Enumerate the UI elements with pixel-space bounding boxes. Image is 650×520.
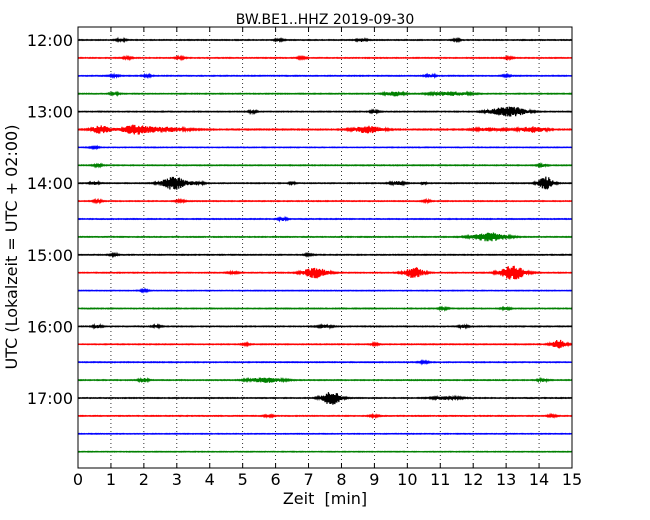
y-axis-label: UTC (Lokalzeit = UTC + 02:00) — [2, 125, 21, 370]
x-tick-label: 6 — [271, 470, 281, 489]
y-tick-label: 16:00 — [27, 317, 73, 336]
trace-row-21 — [77, 412, 573, 420]
y-tick-label: 14:00 — [27, 174, 73, 193]
trace-row-16 — [77, 322, 573, 330]
y-tick-label: 12:00 — [27, 31, 73, 50]
trace-row-23 — [77, 450, 573, 453]
x-axis-ticks: 0 1 2 3 4 5 6 7 8 9 10 11 12 13 14 15 — [73, 27, 582, 489]
trace-row-15 — [77, 305, 573, 312]
x-tick-label: 14 — [529, 470, 549, 489]
x-tick-label: 3 — [172, 470, 182, 489]
x-tick-label: 11 — [430, 470, 450, 489]
trace-row-20 — [77, 392, 573, 405]
x-tick-label: 13 — [496, 470, 516, 489]
x-axis-label: Zeit [min] — [283, 489, 367, 508]
x-tick-label: 5 — [238, 470, 248, 489]
trace-row-4 — [77, 106, 573, 117]
y-tick-label: 15:00 — [27, 246, 73, 265]
trace-row-0 — [77, 36, 573, 44]
trace-row-11 — [77, 232, 573, 242]
trace-row-7 — [77, 161, 573, 169]
trace-row-18 — [77, 359, 573, 366]
trace-row-5 — [77, 124, 573, 135]
trace-row-2 — [77, 72, 573, 80]
trace-row-19 — [77, 376, 573, 384]
y-tick-label: 17:00 — [27, 389, 73, 408]
x-tick-label: 2 — [139, 470, 149, 489]
x-tick-label: 10 — [397, 470, 417, 489]
trace-row-12 — [77, 251, 573, 259]
y-axis-ticks: 12:00 13:00 14:00 15:00 16:00 17:00 — [27, 31, 572, 408]
vertical-gridlines — [110, 27, 540, 468]
x-tick-label: 9 — [369, 470, 379, 489]
trace-row-6 — [77, 144, 573, 151]
chart-title: BW.BE1..HHZ 2019-09-30 — [236, 12, 415, 28]
trace-row-3 — [77, 90, 573, 98]
x-tick-label: 0 — [73, 470, 83, 489]
trace-row-1 — [77, 54, 573, 62]
trace-row-14 — [77, 287, 573, 294]
trace-row-8 — [77, 176, 573, 190]
x-tick-label: 4 — [205, 470, 215, 489]
seismic-traces — [77, 36, 573, 453]
trace-row-22 — [77, 432, 573, 436]
x-tick-label: 7 — [303, 470, 313, 489]
plot-frame — [77, 26, 573, 469]
trace-row-10 — [77, 215, 573, 223]
x-tick-label: 1 — [106, 470, 116, 489]
x-tick-label: 8 — [336, 470, 346, 489]
trace-row-13 — [77, 265, 573, 280]
x-tick-label: 15 — [562, 470, 582, 489]
y-tick-label: 13:00 — [27, 103, 73, 122]
trace-row-9 — [77, 197, 573, 205]
x-tick-label: 12 — [463, 470, 483, 489]
trace-row-17 — [77, 339, 573, 349]
